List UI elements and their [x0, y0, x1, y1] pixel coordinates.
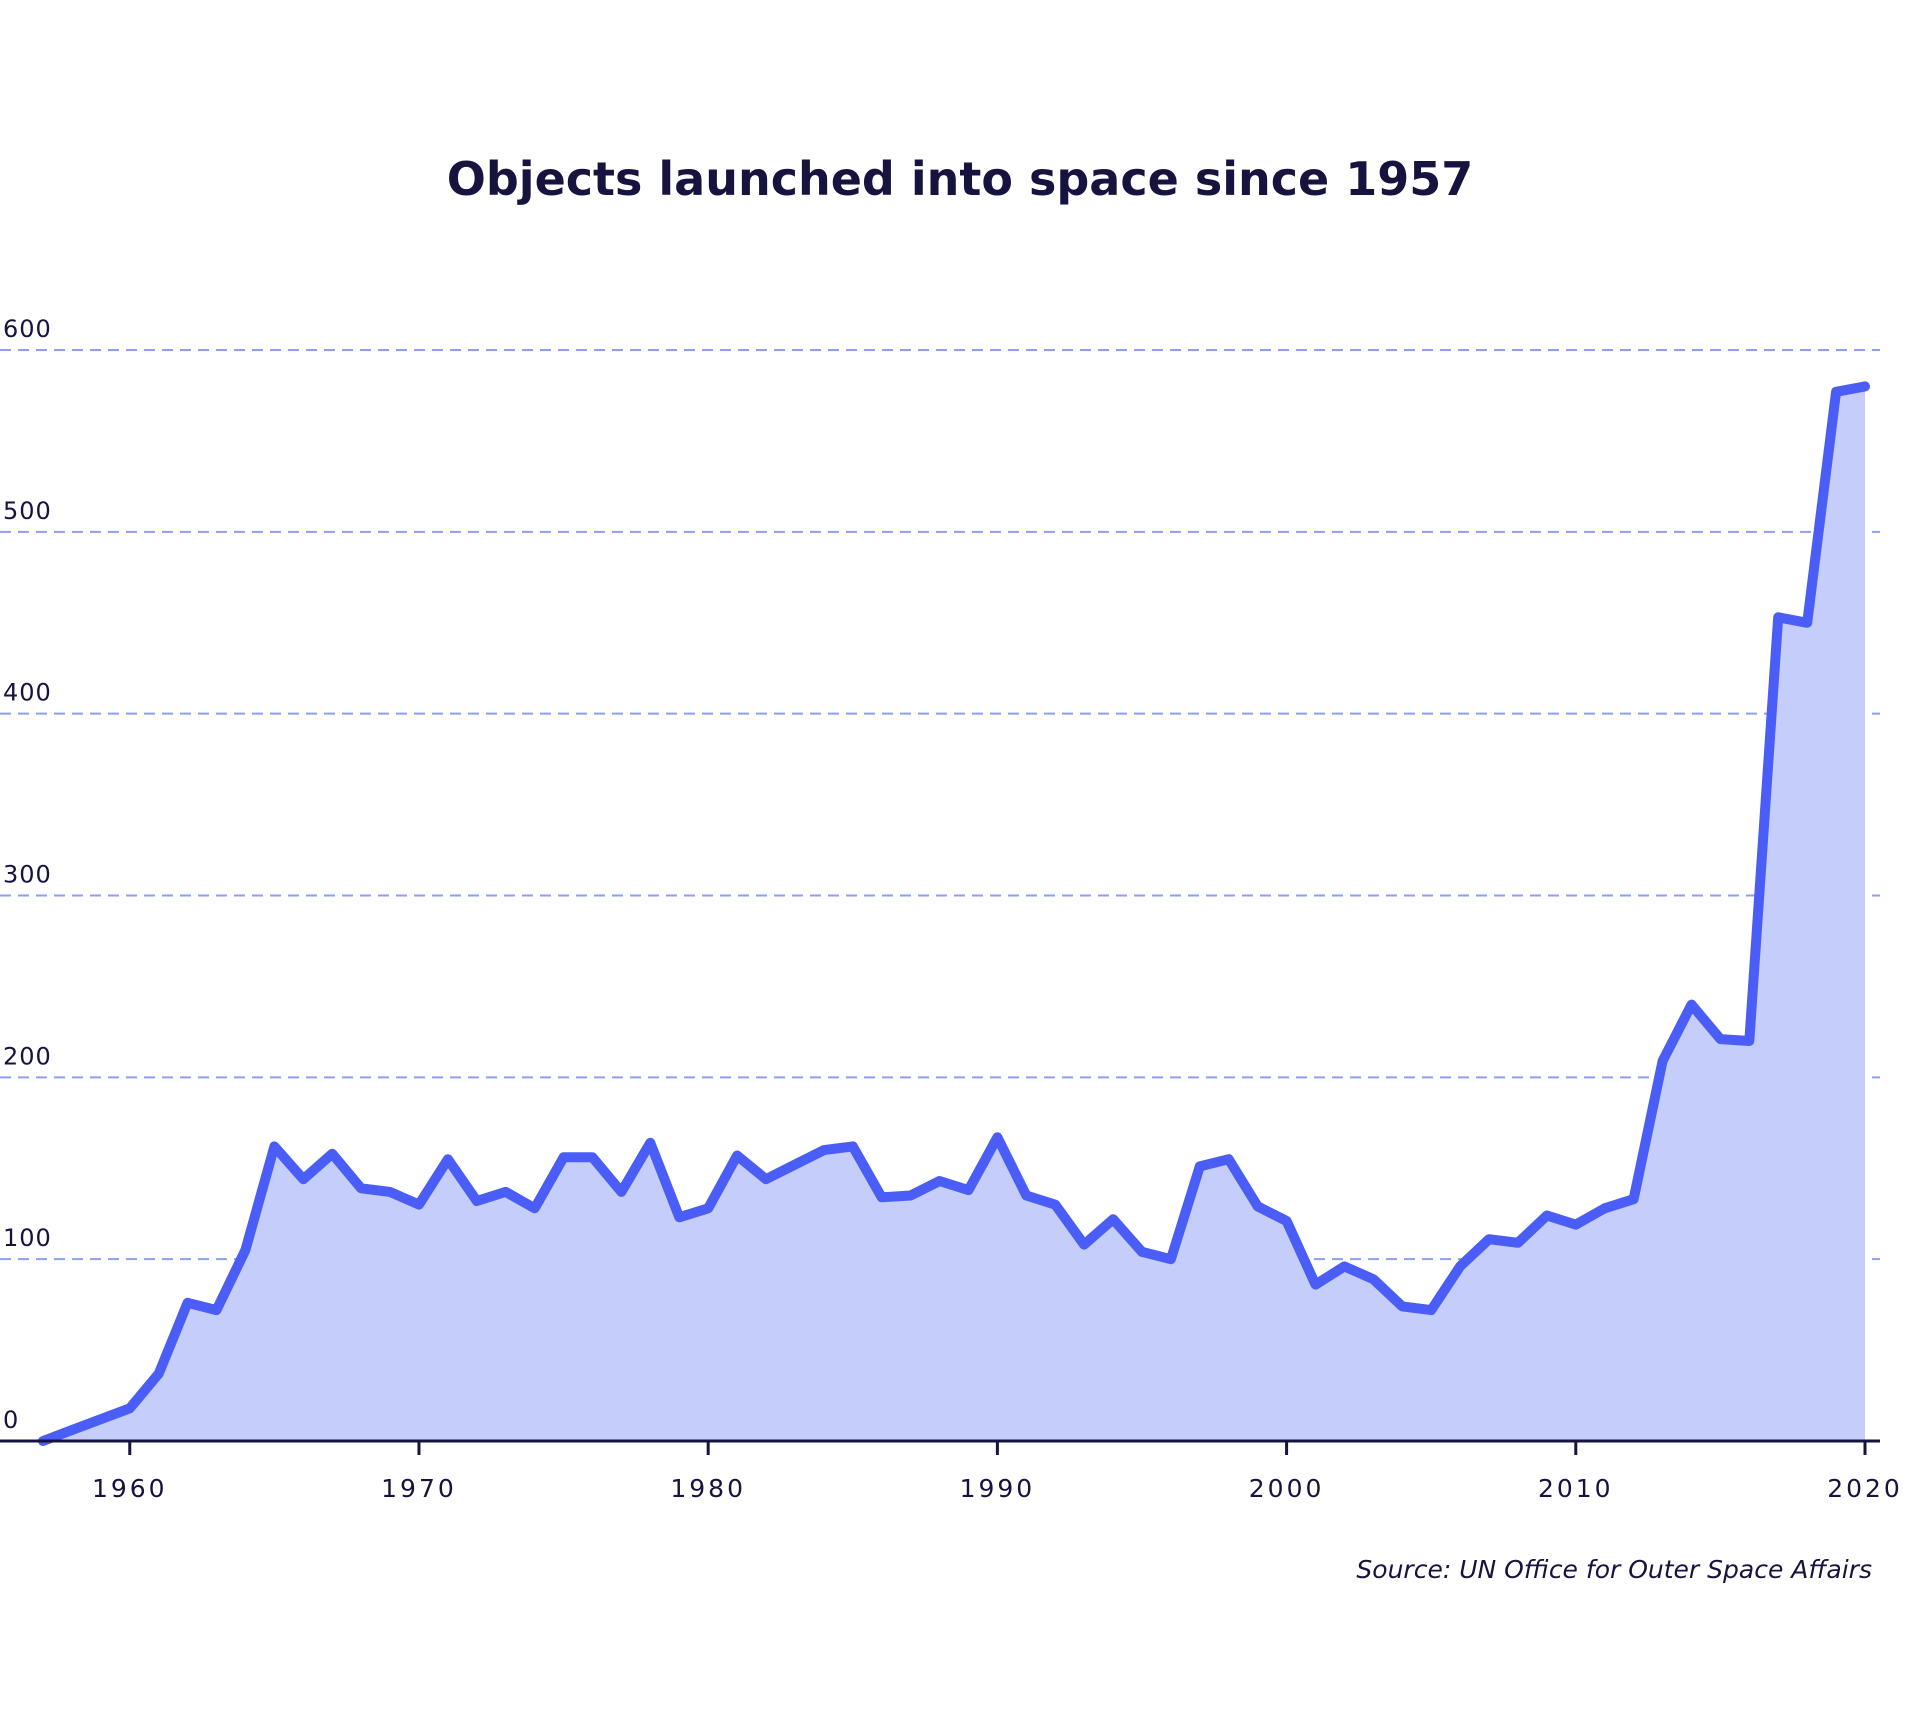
- axes: [0, 1439, 1880, 1455]
- data-point-2014: [1687, 1000, 1697, 1010]
- data-point-1969: [385, 1187, 395, 1197]
- data-point-1975: [559, 1152, 569, 1162]
- data-point-1976: [588, 1152, 598, 1162]
- data-point-1973: [501, 1187, 511, 1197]
- data-point-1997: [1195, 1161, 1205, 1171]
- data-point-1970: [414, 1200, 424, 1210]
- data-point-2004: [1397, 1301, 1407, 1311]
- data-point-2017: [1773, 612, 1783, 622]
- data-point-1971: [443, 1154, 453, 1164]
- data-point-2016: [1744, 1036, 1754, 1046]
- data-point-2009: [1542, 1211, 1552, 1221]
- data-point-1998: [1224, 1154, 1234, 1164]
- data-point-1986: [877, 1192, 887, 1202]
- y-tick-labels: 0 100 200 300 400 500 600: [3, 315, 52, 1434]
- data-point-1958: [67, 1425, 77, 1435]
- y-tick-label: 300: [3, 861, 52, 889]
- data-point-1991: [1021, 1191, 1031, 1201]
- y-tick-label: 0: [3, 1406, 19, 1434]
- data-point-1984: [819, 1145, 829, 1155]
- data-point-1957: [38, 1436, 48, 1446]
- y-tick-label: 400: [3, 679, 52, 707]
- data-point-1959: [96, 1414, 106, 1424]
- data-point-1981: [732, 1151, 742, 1161]
- data-point-1999: [1253, 1201, 1263, 1211]
- data-point-2015: [1715, 1034, 1725, 1044]
- x-tick-label: 1990: [960, 1474, 1036, 1503]
- data-point-2000: [1282, 1216, 1292, 1226]
- x-tick-label: 1980: [670, 1474, 746, 1503]
- x-tick-label: 1960: [92, 1474, 168, 1503]
- data-point-2010: [1571, 1220, 1581, 1230]
- y-tick-label: 500: [3, 497, 52, 525]
- x-tick-label: 2000: [1249, 1474, 1325, 1503]
- data-point-2003: [1368, 1274, 1378, 1284]
- data-point-2020: [1860, 381, 1870, 391]
- data-point-1965: [269, 1141, 279, 1151]
- data-point-2018: [1802, 618, 1812, 628]
- data-point-1988: [935, 1176, 945, 1186]
- area-fill: [43, 386, 1865, 1441]
- data-point-1962: [183, 1298, 193, 1308]
- data-point-1993: [1079, 1240, 1089, 1250]
- data-point-1994: [1108, 1214, 1118, 1224]
- x-tick-label: 1970: [381, 1474, 457, 1503]
- series-line: [38, 381, 1870, 1446]
- data-point-1977: [616, 1187, 626, 1197]
- data-point-1983: [790, 1160, 800, 1170]
- source-note: Source: UN Office for Outer Space Affair…: [1356, 1555, 1872, 1584]
- data-point-2013: [1658, 1056, 1668, 1066]
- data-point-2005: [1426, 1305, 1436, 1315]
- data-point-2001: [1311, 1280, 1321, 1290]
- data-point-2012: [1629, 1194, 1639, 1204]
- x-tick-labels: 1960 1970 1980 1990 2000 2010 2020: [92, 1474, 1903, 1503]
- data-point-1968: [356, 1183, 366, 1193]
- data-point-2011: [1600, 1203, 1610, 1213]
- data-point-1989: [964, 1185, 974, 1195]
- data-point-1985: [848, 1141, 858, 1151]
- data-point-1992: [1050, 1200, 1060, 1210]
- chart-title: Objects launched into space since 1957: [447, 152, 1473, 206]
- data-point-1995: [1137, 1247, 1147, 1257]
- data-point-1982: [761, 1174, 771, 1184]
- data-point-1963: [212, 1305, 222, 1315]
- data-point-1978: [645, 1138, 655, 1148]
- data-point-1964: [240, 1245, 250, 1255]
- data-point-1980: [703, 1203, 713, 1213]
- y-tick-label: 100: [3, 1224, 52, 1252]
- data-point-1974: [530, 1203, 540, 1213]
- y-tick-label: 600: [3, 315, 52, 343]
- data-point-2002: [1339, 1261, 1349, 1271]
- gridlines: [0, 349, 1880, 1261]
- data-point-1966: [298, 1174, 308, 1184]
- data-point-1979: [674, 1212, 684, 1222]
- data-point-2007: [1484, 1234, 1494, 1244]
- data-point-1961: [154, 1369, 164, 1379]
- data-point-1987: [906, 1191, 916, 1201]
- data-point-2008: [1513, 1238, 1523, 1248]
- x-tick-label: 2020: [1827, 1474, 1903, 1503]
- data-point-1990: [992, 1132, 1002, 1142]
- data-point-2006: [1455, 1261, 1465, 1271]
- data-point-1960: [125, 1403, 135, 1413]
- y-tick-label: 200: [3, 1042, 52, 1070]
- data-point-1967: [327, 1149, 337, 1159]
- x-tick-label: 2010: [1538, 1474, 1614, 1503]
- area-layer: [38, 381, 1870, 1446]
- data-point-1972: [472, 1196, 482, 1206]
- data-point-1996: [1166, 1254, 1176, 1264]
- data-point-2019: [1831, 387, 1841, 397]
